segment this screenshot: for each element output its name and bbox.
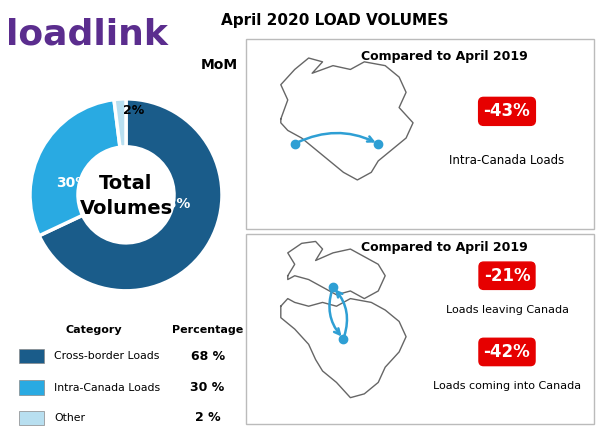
Text: Cross-border Loads: Cross-border Loads <box>54 351 159 361</box>
Text: -42%: -42% <box>484 343 530 361</box>
Text: -56%: -56% <box>262 58 302 72</box>
Wedge shape <box>39 99 222 291</box>
Wedge shape <box>30 100 120 236</box>
Text: 68%: 68% <box>157 197 191 211</box>
Text: 68 %: 68 % <box>191 349 224 363</box>
Text: Other: Other <box>54 413 85 423</box>
Text: -43%: -43% <box>484 102 530 120</box>
Text: 30%: 30% <box>56 176 90 191</box>
FancyBboxPatch shape <box>19 349 44 363</box>
Wedge shape <box>114 99 126 147</box>
Text: Loads leaving Canada: Loads leaving Canada <box>445 305 569 315</box>
Text: Volumes: Volumes <box>79 199 173 218</box>
Text: Compared to April 2019: Compared to April 2019 <box>361 242 528 255</box>
Text: 30 %: 30 % <box>190 381 225 394</box>
FancyBboxPatch shape <box>19 411 44 425</box>
Text: Intra-Canada Loads: Intra-Canada Loads <box>54 382 160 393</box>
Text: April 2020 LOAD VOLUMES: April 2020 LOAD VOLUMES <box>221 13 449 28</box>
FancyBboxPatch shape <box>246 234 594 424</box>
Text: Compared to April 2019: Compared to April 2019 <box>361 50 528 63</box>
Text: loadlink: loadlink <box>6 18 168 52</box>
Text: 2%: 2% <box>123 104 145 117</box>
Text: Total: Total <box>100 174 152 193</box>
Text: -21%: -21% <box>484 267 530 285</box>
FancyBboxPatch shape <box>246 39 594 229</box>
Text: -38%: -38% <box>479 58 518 72</box>
Text: 2 %: 2 % <box>195 411 220 424</box>
Text: YoY: YoY <box>413 58 441 72</box>
Text: Category: Category <box>66 325 122 335</box>
Text: Percentage: Percentage <box>172 325 243 335</box>
Text: MoM: MoM <box>200 58 238 72</box>
Text: Intra-Canada Loads: Intra-Canada Loads <box>449 155 565 168</box>
Text: Loads coming into Canada: Loads coming into Canada <box>433 381 581 391</box>
FancyBboxPatch shape <box>19 381 44 394</box>
